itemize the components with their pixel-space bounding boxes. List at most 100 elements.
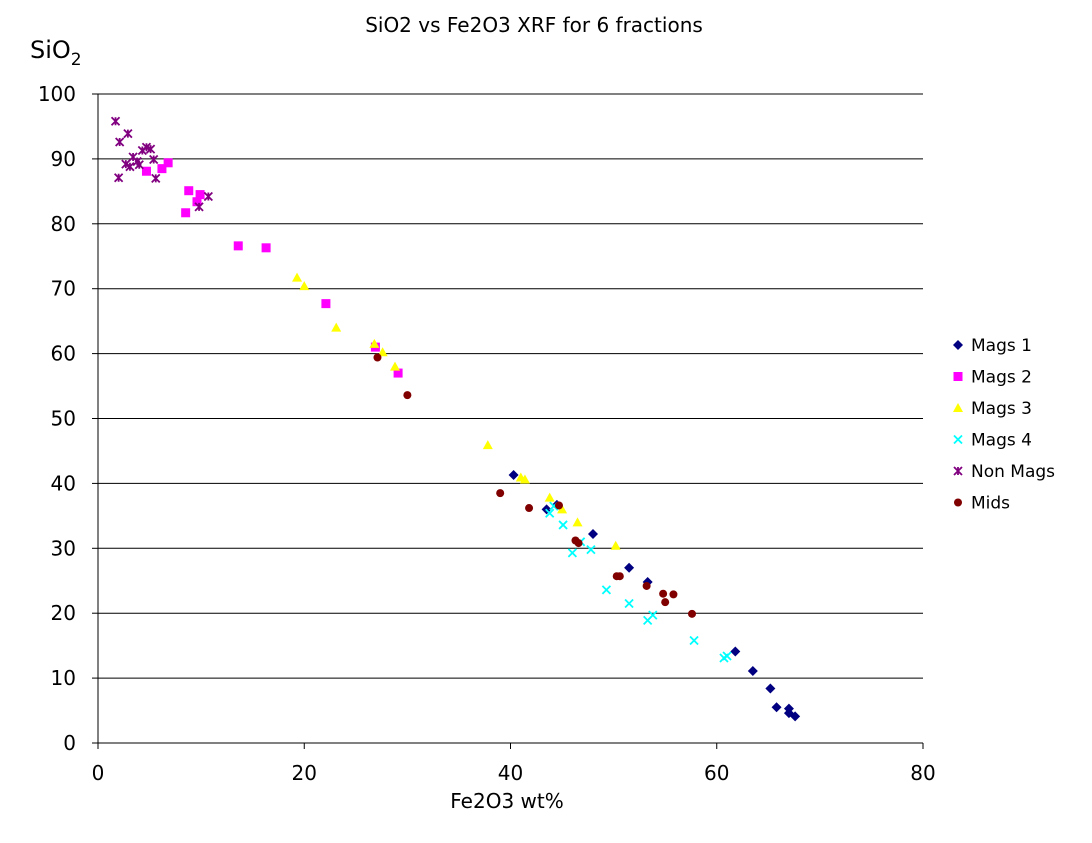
x-tick-label: 80 xyxy=(910,761,935,785)
legend-label: Mags 1 xyxy=(971,336,1032,356)
data-point xyxy=(722,651,732,661)
data-point xyxy=(373,353,382,362)
legend-label: Mags 2 xyxy=(971,368,1032,388)
legend-item: Mags 1 xyxy=(953,336,1032,356)
legend-item: Mags 4 xyxy=(953,431,1032,451)
y-tick-label: 60 xyxy=(51,342,76,366)
data-point xyxy=(192,197,202,207)
series-5 xyxy=(373,353,696,618)
y-tick-label: 90 xyxy=(51,147,76,171)
x-tick-labels: 0 20 40 60 80 xyxy=(92,761,936,785)
data-point xyxy=(377,347,388,357)
data-point xyxy=(321,299,331,309)
data-point xyxy=(369,338,380,348)
data-point xyxy=(558,520,568,530)
data-point xyxy=(125,162,135,172)
data-point xyxy=(123,128,133,139)
data-point xyxy=(203,191,213,202)
data-point xyxy=(574,539,583,548)
data-point xyxy=(390,361,400,371)
data-point xyxy=(496,489,505,498)
data-point xyxy=(508,469,519,480)
data-point xyxy=(557,504,568,514)
legend-item: Non Mags xyxy=(953,462,1055,482)
data-point xyxy=(261,243,271,253)
legend-item: Mags 3 xyxy=(953,399,1032,419)
data-point xyxy=(601,585,612,595)
y-tick-label: 70 xyxy=(51,277,76,301)
data-point xyxy=(151,173,161,184)
data-point xyxy=(113,173,124,183)
data-point xyxy=(545,508,555,518)
x-tick-label: 0 xyxy=(92,761,105,785)
data-point xyxy=(747,665,758,676)
data-point xyxy=(567,548,578,558)
data-point xyxy=(149,154,159,165)
data-point xyxy=(669,590,678,599)
data-point xyxy=(195,190,205,200)
y-tick-label: 80 xyxy=(51,212,76,236)
data-point xyxy=(110,116,121,126)
x-axis-title: Fe2O3 wt% xyxy=(450,789,563,813)
legend-marker xyxy=(953,434,963,445)
legend-label: Mags 3 xyxy=(971,399,1032,419)
series-4 xyxy=(110,116,213,212)
series-2 xyxy=(292,272,621,550)
data-point xyxy=(689,635,699,646)
series-1 xyxy=(141,158,403,378)
data-point xyxy=(765,683,776,694)
data-point xyxy=(624,598,634,609)
y-tick-label: 10 xyxy=(51,666,76,690)
data-point xyxy=(184,186,194,196)
data-point xyxy=(134,160,144,170)
data-point xyxy=(393,368,403,378)
y-tick-label: 30 xyxy=(51,536,76,560)
legend-marker xyxy=(953,466,963,476)
data-point xyxy=(482,440,493,450)
x-tick-label: 20 xyxy=(292,761,317,785)
data-point xyxy=(233,241,243,251)
data-point xyxy=(661,598,670,607)
data-point xyxy=(659,589,668,598)
data-points xyxy=(110,116,801,722)
legend-marker xyxy=(953,403,963,412)
data-point xyxy=(181,208,191,218)
data-point xyxy=(157,164,167,174)
legend-label: Mags 4 xyxy=(971,431,1032,451)
data-point xyxy=(771,702,782,713)
data-point xyxy=(615,572,624,581)
data-point xyxy=(648,610,658,620)
data-point xyxy=(519,474,530,484)
data-point xyxy=(299,281,310,291)
data-point xyxy=(525,504,534,513)
data-point xyxy=(610,540,621,550)
legend: Mags 1 Mags 2 Mags 3 Mags 4 Non Mags Mids xyxy=(953,336,1055,514)
legend-marker xyxy=(954,498,962,507)
data-point xyxy=(331,322,342,332)
data-point xyxy=(121,159,131,169)
chart-title: SiO2 vs Fe2O3 XRF for 6 fractions xyxy=(365,13,703,37)
data-point xyxy=(115,137,125,147)
gridlines xyxy=(98,93,923,679)
data-point xyxy=(572,517,583,527)
data-point xyxy=(554,501,563,510)
legend-item: Mids xyxy=(954,494,1010,514)
x-tick-label: 40 xyxy=(498,761,523,785)
axes xyxy=(92,93,924,749)
y-tick-label: 0 xyxy=(63,731,76,755)
data-point xyxy=(624,562,635,573)
data-point xyxy=(790,711,801,722)
y-tick-labels: 0 10 20 30 40 50 60 70 80 90 100 xyxy=(38,82,76,755)
legend-marker xyxy=(953,340,963,350)
data-point xyxy=(642,581,651,590)
data-point xyxy=(586,544,596,555)
y-axis-title-subscript: 2 xyxy=(71,50,82,70)
y-tick-label: 40 xyxy=(51,471,76,495)
legend-item: Mags 2 xyxy=(953,368,1032,388)
data-point xyxy=(688,609,696,618)
data-point xyxy=(730,646,741,657)
legend-label: Mids xyxy=(971,494,1010,514)
y-tick-label: 50 xyxy=(51,407,76,431)
y-axis-title: SiO2 xyxy=(30,36,82,70)
